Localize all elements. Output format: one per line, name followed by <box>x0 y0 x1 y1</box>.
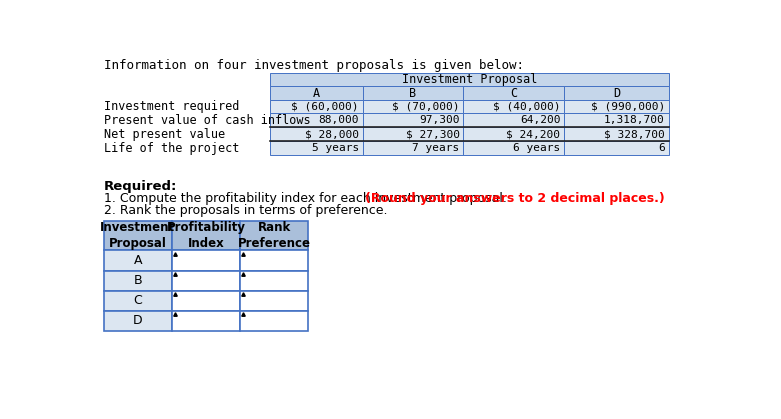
Text: Life of the project: Life of the project <box>104 142 239 155</box>
Text: $ 328,700: $ 328,700 <box>604 129 665 139</box>
Bar <box>564 114 669 127</box>
Bar <box>564 141 669 155</box>
Text: Profitability
Index: Profitability Index <box>166 221 246 250</box>
Bar <box>564 100 669 114</box>
Bar <box>104 221 172 251</box>
Bar <box>172 251 241 271</box>
Bar <box>241 251 308 271</box>
Bar <box>269 127 362 141</box>
Bar <box>269 141 362 155</box>
Text: Rank
Preference: Rank Preference <box>238 221 311 250</box>
Text: $ 28,000: $ 28,000 <box>305 129 358 139</box>
Bar <box>362 127 463 141</box>
Text: Investment
Proposal: Investment Proposal <box>101 221 176 250</box>
Text: Investment Proposal: Investment Proposal <box>401 73 537 86</box>
Bar <box>362 141 463 155</box>
Bar <box>564 86 669 100</box>
Text: C: C <box>134 294 142 307</box>
Bar <box>463 100 564 114</box>
Text: Present value of cash inflows: Present value of cash inflows <box>104 114 311 127</box>
Text: D: D <box>613 86 620 100</box>
Text: D: D <box>133 314 143 327</box>
Bar <box>269 72 669 86</box>
Text: $ 27,300: $ 27,300 <box>405 129 459 139</box>
Text: $ (60,000): $ (60,000) <box>291 101 358 111</box>
Text: $ 24,200: $ 24,200 <box>506 129 560 139</box>
Text: Investment required: Investment required <box>104 100 239 113</box>
Text: 88,000: 88,000 <box>319 115 358 125</box>
Bar <box>269 114 362 127</box>
Bar <box>104 251 172 271</box>
Bar <box>269 86 362 100</box>
Bar <box>362 86 463 100</box>
Bar <box>172 290 241 310</box>
Text: 7 years: 7 years <box>412 143 459 153</box>
Text: $ (40,000): $ (40,000) <box>493 101 560 111</box>
Text: 2. Rank the proposals in terms of preference.: 2. Rank the proposals in terms of prefer… <box>104 204 387 217</box>
Text: 5 years: 5 years <box>312 143 358 153</box>
Text: 6: 6 <box>658 143 665 153</box>
Text: A: A <box>134 254 142 267</box>
Text: (Round your answers to 2 decimal places.): (Round your answers to 2 decimal places.… <box>365 192 665 205</box>
Bar <box>463 141 564 155</box>
Text: $ (70,000): $ (70,000) <box>392 101 459 111</box>
Bar <box>241 310 308 331</box>
Text: 1. Compute the profitability index for each investment proposal.: 1. Compute the profitability index for e… <box>104 192 511 205</box>
Text: A: A <box>312 86 319 100</box>
Bar <box>172 310 241 331</box>
Bar <box>362 100 463 114</box>
Bar <box>172 271 241 290</box>
Bar <box>241 290 308 310</box>
Bar <box>463 114 564 127</box>
Bar <box>241 221 308 251</box>
Text: 97,300: 97,300 <box>419 115 459 125</box>
Bar <box>241 271 308 290</box>
Bar <box>463 86 564 100</box>
Text: Information on four investment proposals is given below:: Information on four investment proposals… <box>104 59 524 72</box>
Text: C: C <box>510 86 517 100</box>
Text: Net present value: Net present value <box>104 128 225 141</box>
Text: 64,200: 64,200 <box>520 115 560 125</box>
Bar <box>104 290 172 310</box>
Bar <box>104 310 172 331</box>
Text: 1,318,700: 1,318,700 <box>604 115 665 125</box>
Bar <box>104 271 172 290</box>
Text: B: B <box>134 274 142 287</box>
Bar <box>362 114 463 127</box>
Text: Required:: Required: <box>104 180 177 193</box>
Bar <box>463 127 564 141</box>
Bar <box>564 127 669 141</box>
Text: B: B <box>409 86 416 100</box>
Text: $ (990,000): $ (990,000) <box>590 101 665 111</box>
Bar <box>172 221 241 251</box>
Text: 6 years: 6 years <box>513 143 560 153</box>
Bar <box>269 100 362 114</box>
